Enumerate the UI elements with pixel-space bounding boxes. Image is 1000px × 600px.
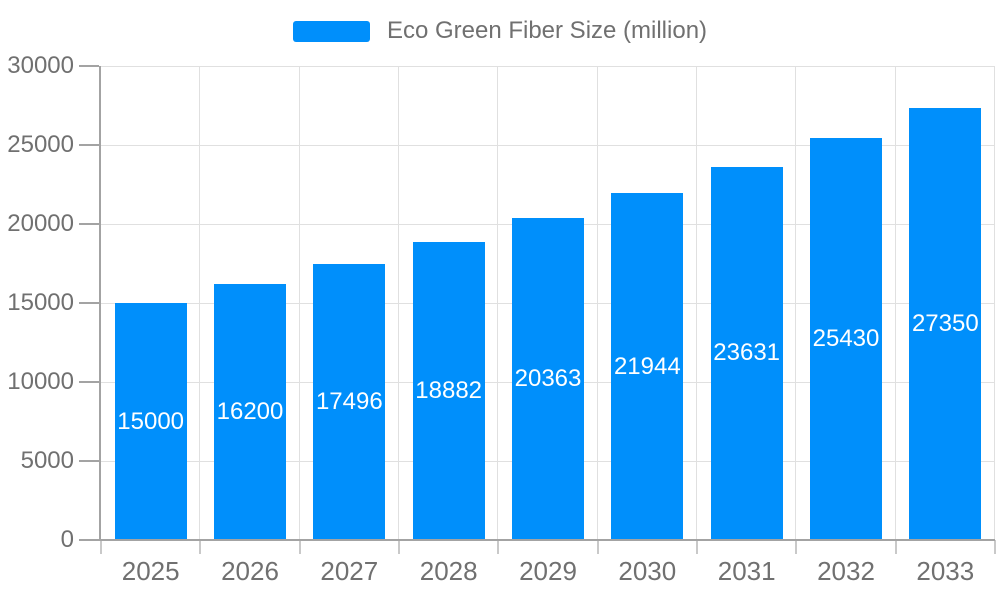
legend-label: Eco Green Fiber Size (million) [386, 17, 708, 44]
bar-value-label: 23631 [713, 339, 781, 367]
y-tick-label: 0 [60, 526, 74, 553]
bar-2033[interactable]: 27350 [909, 107, 982, 540]
gridline-horizontal [101, 66, 995, 67]
x-axis-tick [895, 540, 897, 554]
x-axis-tick [696, 540, 698, 554]
x-axis-tick [100, 540, 102, 554]
y-tick-label: 25000 [7, 131, 74, 158]
bar-value-label: 18882 [415, 376, 483, 404]
bar-value-label: 25430 [812, 325, 880, 353]
bar-2027[interactable]: 17496 [313, 263, 386, 540]
gridline-vertical [597, 66, 598, 540]
y-tick-label: 20000 [7, 210, 74, 237]
plot-area: 15000 2025 16200 2026 17496 2027 18882 2028 2036… [79, 65, 996, 586]
y-axis-tick [79, 381, 99, 383]
y-axis-tick [79, 65, 99, 67]
x-tick-label-2029: 2029 [519, 556, 577, 586]
bar-2029[interactable]: 20363 [512, 218, 584, 540]
x-axis-tick [795, 540, 797, 554]
bar-2031[interactable]: 23631 [710, 166, 783, 540]
x-tick-label-2031: 2031 [717, 556, 776, 586]
y-axis-tick [79, 144, 99, 146]
bar-value-label: 21944 [613, 352, 681, 380]
x-axis-tick [994, 540, 996, 554]
y-axis-tick [79, 539, 99, 541]
x-axis-tick [597, 540, 599, 554]
x-axis-tick [398, 540, 400, 554]
y-tick-label: 15000 [7, 289, 74, 316]
bar-2032[interactable]: 25430 [810, 138, 882, 540]
bar-value-label: 15000 [117, 407, 185, 435]
x-tick-label-2030: 2030 [618, 556, 677, 586]
x-axis-tick [299, 540, 301, 554]
bar-value-label: 16200 [216, 398, 284, 426]
gridline-vertical [199, 66, 200, 540]
bar-2025[interactable]: 15000 [114, 303, 187, 540]
legend-item-eco-green-fiber[interactable]: Eco Green Fiber Size (million) [292, 17, 708, 45]
x-tick-label-2028: 2028 [419, 556, 478, 586]
gridline-vertical [795, 66, 796, 540]
x-tick-label-2032: 2032 [817, 556, 875, 586]
legend-swatch-icon [292, 20, 370, 42]
x-tick-label-2026: 2026 [221, 556, 279, 586]
x-tick-label-2025: 2025 [121, 556, 180, 586]
bar-value-label: 17496 [315, 387, 383, 415]
bar-value-label: 20363 [514, 365, 582, 393]
bar-2030[interactable]: 21944 [611, 193, 684, 540]
x-axis-line [99, 539, 995, 541]
gridline-vertical [994, 66, 995, 540]
y-tick-label: 10000 [7, 368, 74, 395]
y-axis-tick [79, 223, 99, 225]
chart-legend: Eco Green Fiber Size (million) [0, 17, 1000, 45]
bar-2026[interactable]: 16200 [214, 284, 286, 540]
y-axis-tick [79, 460, 99, 462]
x-tick-label-2027: 2027 [320, 556, 379, 586]
y-tick-label: 30000 [7, 52, 74, 79]
x-tick-label-2033: 2033 [916, 556, 975, 586]
bar-2028[interactable]: 18882 [412, 241, 485, 540]
gridline-vertical [299, 66, 300, 540]
gridline-vertical [895, 66, 896, 540]
gridline-vertical [497, 66, 498, 540]
gridline-vertical [696, 66, 697, 540]
x-axis-tick [199, 540, 201, 554]
y-tick-label: 5000 [20, 447, 74, 474]
bar-value-label: 27350 [911, 309, 979, 337]
y-axis-line [99, 66, 101, 540]
x-axis-tick [497, 540, 499, 554]
gridline-vertical [398, 66, 399, 540]
y-axis-tick [79, 302, 99, 304]
gridline-horizontal [101, 145, 995, 146]
